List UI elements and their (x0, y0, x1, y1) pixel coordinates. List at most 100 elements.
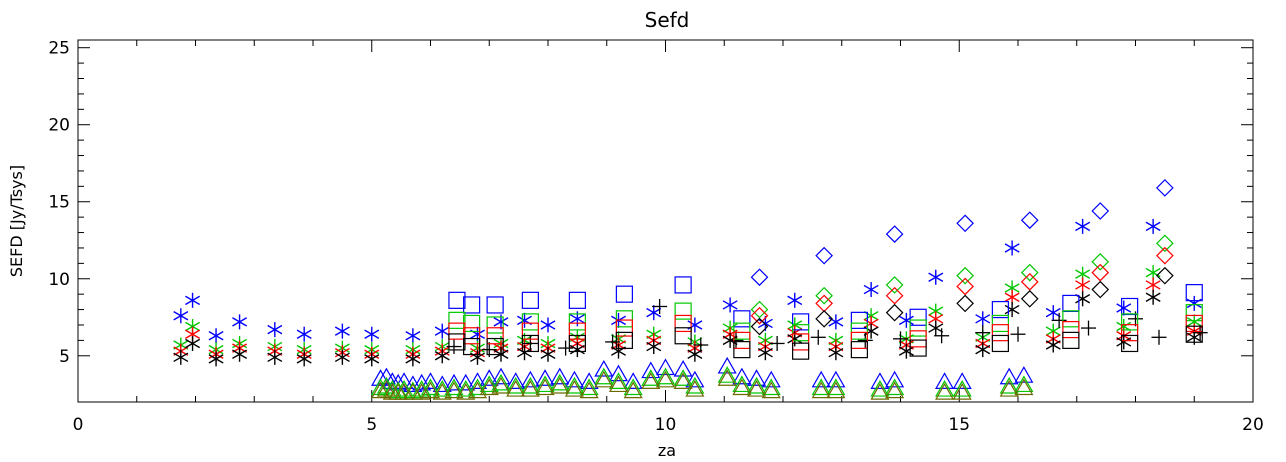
diamond-point (1156, 234, 1174, 253)
square-point (1185, 314, 1203, 333)
diamond-point (956, 214, 974, 233)
diamond-point (750, 317, 769, 336)
square-point (615, 331, 633, 349)
square-point (991, 314, 1009, 333)
asterisk-point (1045, 305, 1061, 321)
triangle-point (371, 378, 391, 396)
diamond-point (956, 266, 974, 285)
asterisk-point (898, 312, 914, 328)
triangle-point (732, 367, 752, 385)
diamond-point (885, 286, 904, 305)
triangle-point (420, 378, 441, 396)
triangle-point (623, 378, 643, 396)
asterisk-point (1075, 277, 1091, 293)
asterisk-point (434, 323, 450, 339)
triangle-point (550, 376, 570, 394)
diamond-point (815, 246, 833, 265)
asterisk-point (540, 317, 556, 333)
y-tick-label: 5 (59, 347, 70, 367)
triangle-point (999, 376, 1019, 394)
plot-frame (77, 39, 1254, 403)
square-point (615, 319, 633, 337)
triangle-point (673, 369, 693, 386)
triangle-point (444, 373, 464, 391)
triangle-point (491, 376, 511, 394)
diamond-point (1020, 272, 1039, 291)
square-point (674, 302, 692, 320)
triangle-point (535, 378, 555, 396)
triangle-point (935, 383, 955, 400)
square-point (521, 334, 539, 353)
square-point (1185, 325, 1203, 343)
triangle-point (467, 381, 488, 399)
triangle-point (685, 370, 705, 388)
triangle-point (371, 369, 391, 386)
triangle-point (870, 379, 890, 397)
asterisk-point (898, 343, 914, 359)
triangle-point (826, 370, 846, 388)
asterisk-point (928, 269, 944, 285)
triangle-point (420, 372, 441, 389)
asterisk-point (687, 346, 703, 362)
plus-point (693, 337, 709, 353)
plus-point (605, 334, 621, 350)
square-point (1185, 304, 1203, 322)
diamond-point (1091, 280, 1110, 299)
triangle-point (761, 381, 781, 399)
asterisk-point (975, 342, 991, 358)
triangle-point (506, 376, 526, 394)
triangle-point (952, 379, 972, 397)
plus-point (934, 328, 950, 344)
asterisk-point (1075, 218, 1091, 234)
plus-point (1051, 312, 1067, 328)
triangle-point (506, 372, 526, 389)
triangle-point (717, 366, 737, 383)
chart-title: Sefd (645, 8, 690, 32)
triangle-point (535, 375, 555, 393)
asterisk-point (1116, 334, 1132, 350)
square-point (792, 324, 810, 342)
asterisk-point (208, 351, 224, 367)
triangle-point (623, 372, 643, 389)
square-point (448, 291, 466, 309)
triangle-point (673, 359, 693, 377)
triangle-point (811, 378, 831, 396)
asterisk-point (1004, 240, 1020, 256)
plus-point (1010, 326, 1026, 342)
square-point (568, 322, 586, 340)
diamond-point (1156, 266, 1174, 285)
square-point (568, 291, 586, 309)
square-point (521, 291, 539, 309)
asterisk-point (267, 322, 283, 338)
asterisk-point (787, 292, 803, 308)
square-point (909, 319, 927, 337)
y-tick-label: 20 (48, 116, 70, 136)
triangle-point (456, 379, 476, 397)
triangle-point (579, 381, 599, 399)
square-point (448, 311, 466, 329)
square-point (615, 285, 633, 303)
square-point (568, 313, 586, 331)
triangle-point (1014, 375, 1034, 393)
triangle-point (467, 372, 488, 389)
square-point (486, 337, 504, 356)
square-point (792, 333, 810, 351)
data-marks (173, 179, 1208, 400)
plus-point (975, 325, 991, 341)
triangle-point (655, 358, 676, 376)
x-tick-label: 0 (73, 415, 84, 435)
triangle-point (608, 372, 629, 389)
triangle-point (388, 381, 408, 399)
triangle-point (655, 367, 676, 385)
triangle-point (641, 372, 661, 389)
triangle-point (520, 376, 540, 394)
triangle-point (747, 379, 767, 397)
plus-point (810, 329, 826, 345)
asterisk-point (687, 317, 703, 333)
triangle-point (952, 372, 972, 389)
square-point (1062, 331, 1080, 349)
diamond-point (885, 276, 904, 294)
plus-point (1192, 325, 1208, 341)
square-point (674, 314, 692, 333)
y-tick-label: 25 (48, 39, 70, 59)
